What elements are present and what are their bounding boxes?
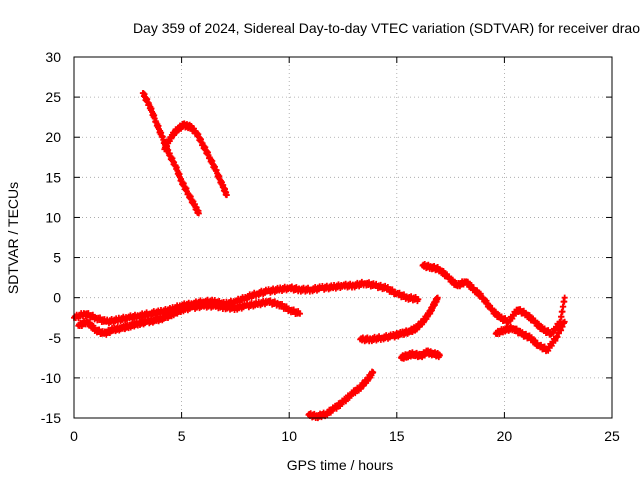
plot-frame	[73, 56, 613, 419]
series-seg-c-main-band-upper	[71, 278, 422, 327]
grid	[74, 57, 612, 418]
data-point	[561, 294, 568, 301]
series-seg-e-rising-to-15h	[357, 294, 441, 345]
series-seg-h-late-hours	[419, 261, 568, 338]
data-series	[71, 90, 568, 422]
data-point	[223, 191, 230, 198]
y-tick-label: 0	[53, 290, 61, 306]
y-tick-label: 5	[53, 250, 61, 266]
y-tick-label: 20	[45, 129, 61, 145]
series-seg-a-upper-curve	[139, 90, 202, 217]
x-axis-label: GPS time / hours	[287, 457, 394, 473]
series-seg-i-late-hours-lower	[492, 318, 568, 355]
x-tick-label: 20	[497, 428, 513, 444]
series-seg-g-short-16h	[398, 347, 443, 362]
data-point	[434, 294, 441, 301]
y-tick-label: 10	[45, 209, 61, 225]
y-tick-label: 30	[45, 49, 61, 65]
y-tick-label: 25	[45, 89, 61, 105]
y-axis-label: SDTVAR / TECUs	[5, 182, 21, 294]
x-tick-label: 0	[70, 428, 78, 444]
series-seg-d-main-band-lower	[75, 297, 303, 338]
series-seg-f-low-rise	[305, 368, 377, 422]
x-tick-label: 25	[604, 428, 620, 444]
data-point	[296, 310, 303, 317]
y-tick-label: -15	[41, 410, 61, 426]
x-tick-label: 10	[281, 428, 297, 444]
y-tick-label: -5	[49, 330, 62, 346]
y-tick-label: -10	[41, 370, 61, 386]
x-tick-label: 5	[178, 428, 186, 444]
series-seg-b-arch-curve	[161, 120, 230, 199]
data-point	[436, 352, 443, 359]
data-point	[370, 369, 377, 376]
x-tick-label: 15	[389, 428, 405, 444]
data-point	[415, 296, 422, 303]
chart-title: Day 359 of 2024, Sidereal Day-to-day VTE…	[133, 20, 640, 36]
data-point	[195, 210, 202, 217]
y-tick-label: 15	[45, 169, 61, 185]
data-point	[561, 318, 568, 325]
axis-ticks: 0 5 10 15 20 25 -15 -10 -5 0 5 10 15 20 25 30	[41, 49, 620, 444]
